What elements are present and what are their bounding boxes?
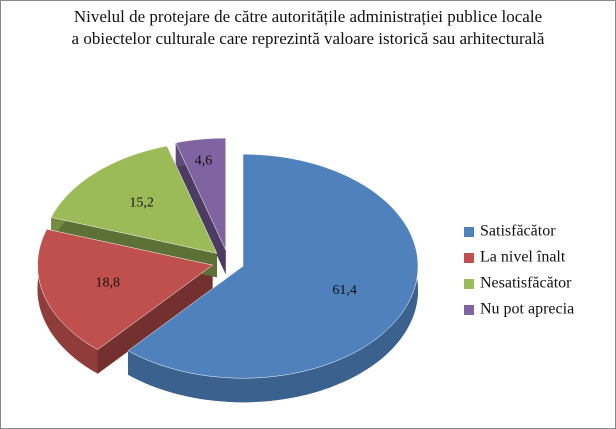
legend-label: Satisfăcător bbox=[480, 223, 556, 240]
data-label: 15,2 bbox=[129, 196, 154, 211]
slice bbox=[37, 228, 214, 350]
slice bbox=[127, 153, 419, 379]
legend-label: La nivel înalt bbox=[480, 249, 566, 266]
slice-rim bbox=[128, 154, 418, 403]
legend-swatch bbox=[464, 253, 474, 263]
data-label: 61,4 bbox=[332, 283, 357, 298]
slice-side bbox=[97, 265, 213, 374]
slice bbox=[175, 137, 226, 251]
legend-swatch bbox=[464, 305, 474, 315]
legend-swatch bbox=[464, 279, 474, 289]
slice-side bbox=[175, 142, 226, 275]
legend-label: Nesatisfăcător bbox=[480, 275, 572, 292]
chart-title: Nivelul de protejare de către autorități… bbox=[71, 7, 545, 48]
slice bbox=[50, 145, 218, 254]
legend-label: Nu pot aprecia bbox=[480, 301, 574, 318]
legend-swatch bbox=[464, 227, 474, 237]
data-label: 4,6 bbox=[195, 154, 213, 169]
data-label: 18,8 bbox=[96, 275, 121, 290]
